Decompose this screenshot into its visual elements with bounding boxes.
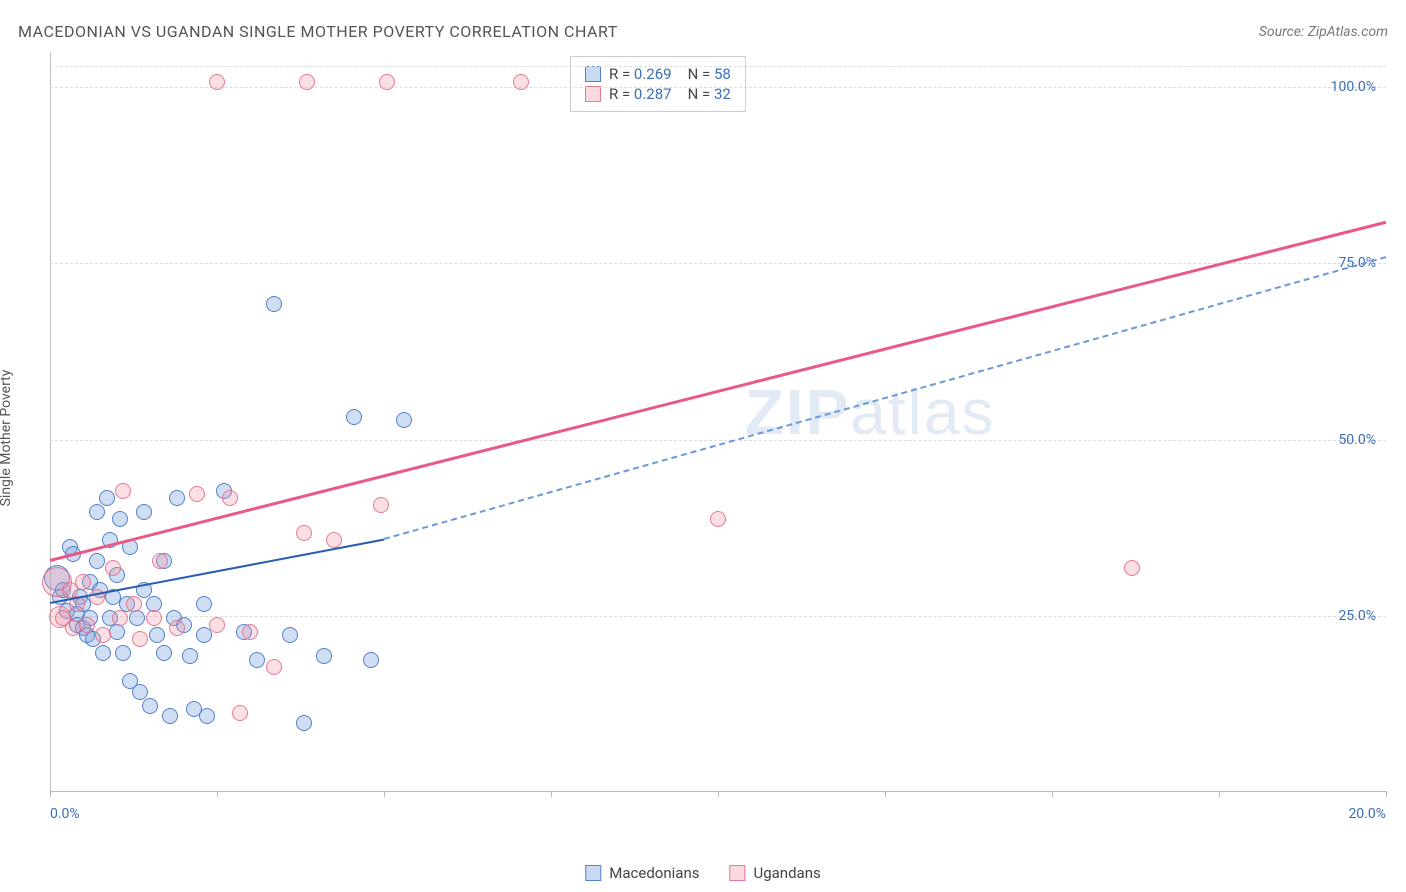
- scatter-point: [196, 596, 212, 612]
- scatter-point: [363, 652, 379, 668]
- scatter-point: [196, 627, 212, 643]
- scatter-point: [266, 659, 282, 675]
- scatter-point: [89, 553, 105, 569]
- scatter-point: [75, 574, 91, 590]
- scatter-point: [162, 708, 178, 724]
- scatter-point: [112, 610, 128, 626]
- scatter-point: [266, 296, 282, 312]
- swatch-icon: [585, 86, 601, 102]
- scatter-point: [209, 617, 225, 633]
- legend-item-ugandans: Ugandans: [729, 864, 820, 882]
- scatter-point: [710, 511, 726, 527]
- chart-title: MACEDONIAN VS UGANDAN SINGLE MOTHER POVE…: [18, 22, 618, 41]
- x-tick: [1386, 791, 1387, 797]
- y-tick-label: 100.0%: [1331, 79, 1376, 95]
- source-attribution: Source: ZipAtlas.com: [1259, 24, 1388, 40]
- scatter-point: [105, 560, 121, 576]
- scatter-point: [182, 648, 198, 664]
- scatter-point: [132, 631, 148, 647]
- scatter-point: [132, 684, 148, 700]
- y-axis-line: [50, 52, 51, 792]
- scatter-point: [169, 620, 185, 636]
- x-tick: [885, 791, 886, 797]
- scatter-point: [189, 486, 205, 502]
- legend-item-macedonians: Macedonians: [585, 864, 699, 882]
- scatter-point: [296, 715, 312, 731]
- scatter-point: [115, 645, 131, 661]
- x-tick: [384, 791, 385, 797]
- scatter-point: [379, 74, 395, 90]
- x-tick: [50, 791, 51, 797]
- scatter-point: [129, 610, 145, 626]
- scatter-point: [1124, 560, 1140, 576]
- scatter-point: [242, 624, 258, 640]
- scatter-point: [222, 490, 238, 506]
- legend-text: R = 0.269N = 58: [609, 65, 731, 83]
- scatter-point: [299, 74, 315, 90]
- y-tick-label: 25.0%: [1338, 608, 1376, 624]
- gridline: [50, 263, 1386, 264]
- scatter-point: [282, 627, 298, 643]
- scatter-point: [346, 409, 362, 425]
- gridline: [50, 440, 1386, 441]
- x-tick-label: 0.0%: [50, 806, 80, 822]
- x-tick: [217, 791, 218, 797]
- legend-label: Macedonians: [609, 864, 699, 882]
- x-tick-label: 20.0%: [1348, 806, 1386, 822]
- plot-region: ZIPatlas R = 0.269N = 58 R = 0.287N = 32…: [50, 52, 1386, 822]
- x-tick: [1219, 791, 1220, 797]
- scatter-point: [373, 497, 389, 513]
- scatter-point: [209, 74, 225, 90]
- trend-line: [384, 256, 1387, 540]
- chart-header: MACEDONIAN VS UGANDAN SINGLE MOTHER POVE…: [18, 22, 1388, 41]
- scatter-point: [513, 74, 529, 90]
- x-tick: [718, 791, 719, 797]
- watermark: ZIPatlas: [745, 375, 996, 449]
- scatter-point: [149, 627, 165, 643]
- scatter-point: [95, 645, 111, 661]
- scatter-point: [126, 596, 142, 612]
- scatter-point: [296, 525, 312, 541]
- x-tick: [551, 791, 552, 797]
- gridline: [50, 87, 1386, 88]
- gridline: [50, 66, 1386, 67]
- swatch-icon: [729, 865, 745, 881]
- y-tick-label: 50.0%: [1338, 432, 1376, 448]
- scatter-point: [146, 610, 162, 626]
- scatter-point: [115, 483, 131, 499]
- scatter-point: [396, 412, 412, 428]
- scatter-point: [249, 652, 265, 668]
- scatter-point: [89, 504, 105, 520]
- scatter-point: [112, 511, 128, 527]
- scatter-point: [136, 504, 152, 520]
- scatter-point: [95, 627, 111, 643]
- swatch-icon: [585, 865, 601, 881]
- gridline: [50, 616, 1386, 617]
- scatter-point: [152, 553, 168, 569]
- legend-row-macedonians: R = 0.269N = 58: [585, 65, 731, 83]
- scatter-point: [109, 624, 125, 640]
- legend-label: Ugandans: [753, 864, 820, 882]
- scatter-point: [326, 532, 342, 548]
- scatter-point: [232, 705, 248, 721]
- scatter-point: [169, 490, 185, 506]
- scatter-point: [199, 708, 215, 724]
- series-legend: Macedonians Ugandans: [585, 864, 820, 882]
- scatter-point: [99, 490, 115, 506]
- y-axis-label: Single Mother Poverty: [0, 370, 14, 507]
- scatter-point: [142, 698, 158, 714]
- chart-area: ZIPatlas R = 0.269N = 58 R = 0.287N = 32…: [50, 52, 1386, 822]
- scatter-point: [316, 648, 332, 664]
- correlation-legend: R = 0.269N = 58 R = 0.287N = 32: [570, 56, 746, 112]
- x-tick: [1052, 791, 1053, 797]
- swatch-icon: [585, 66, 601, 82]
- scatter-point: [79, 617, 95, 633]
- scatter-point: [156, 645, 172, 661]
